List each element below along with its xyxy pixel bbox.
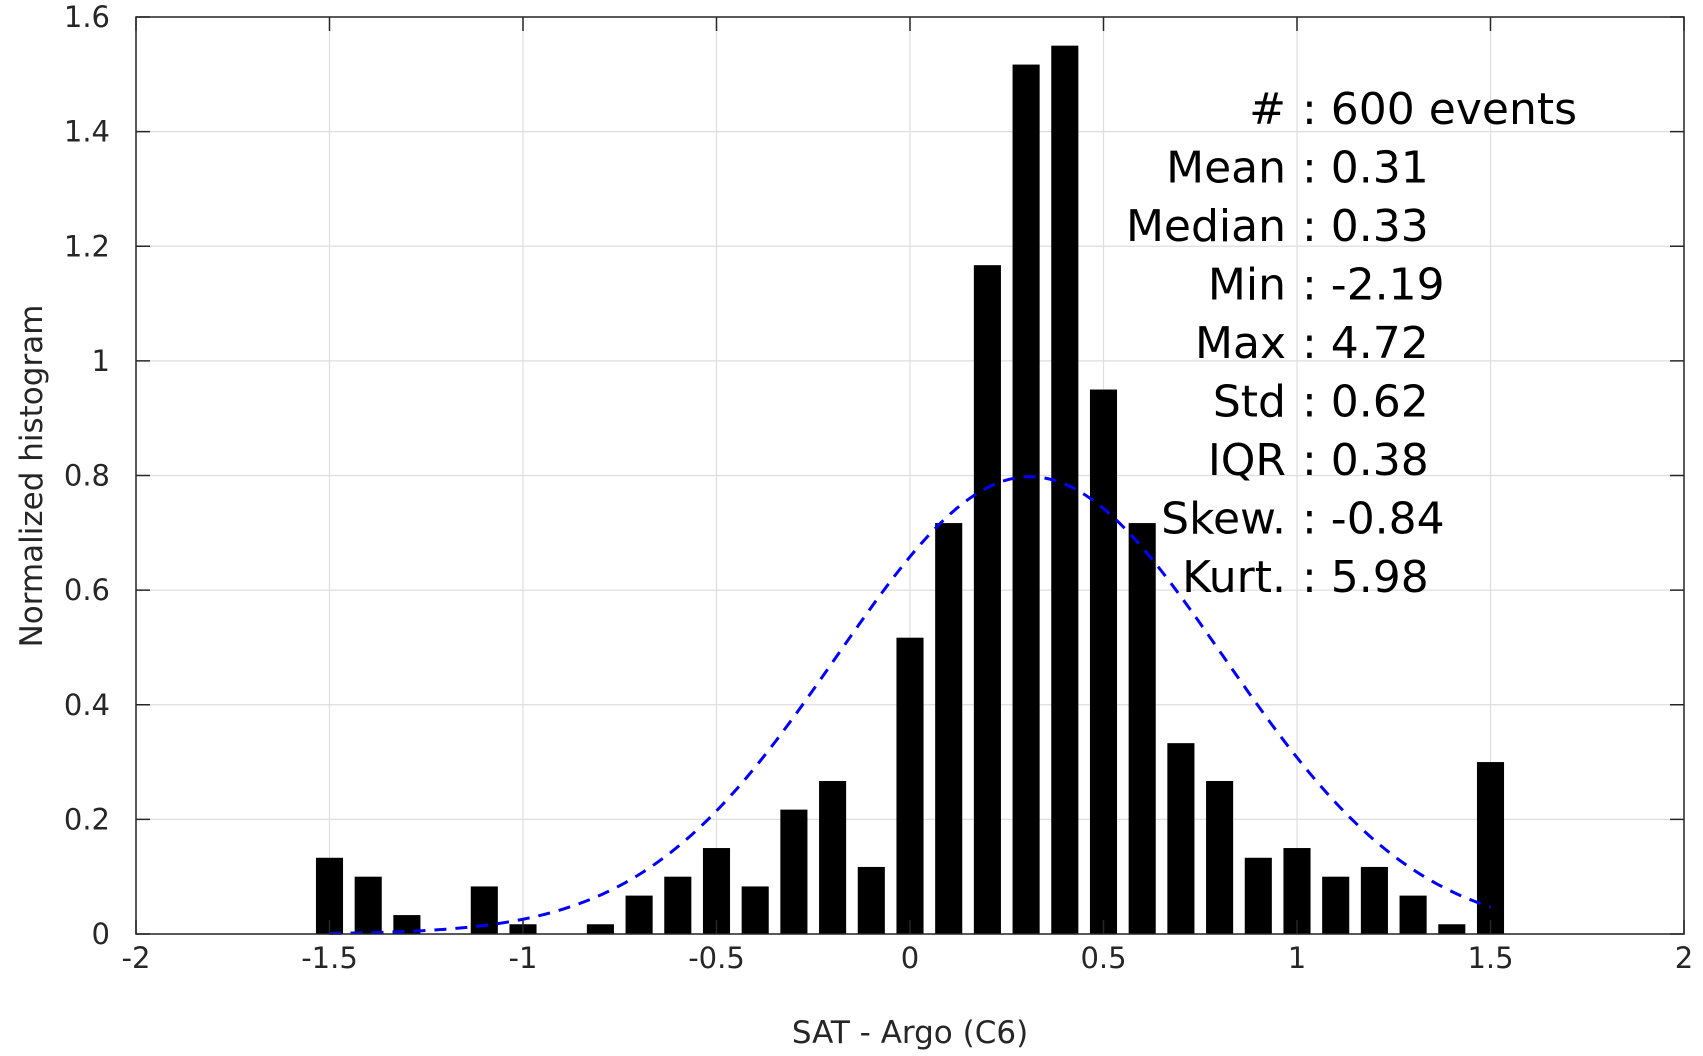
- histogram-bar: [1322, 876, 1350, 934]
- histogram-bar: [393, 915, 421, 934]
- y-tick-label: 0.4: [64, 688, 110, 722]
- histogram-bar: [935, 523, 963, 934]
- histogram-bar: [780, 809, 808, 934]
- axis-ticks: [135, 16, 1685, 935]
- histogram-bar: [819, 780, 847, 934]
- x-tick-label: -2: [122, 941, 151, 975]
- stat-label: Kurt.: [1182, 552, 1286, 603]
- stat-value: : 0.62: [1302, 377, 1429, 428]
- x-tick-label: 1.5: [1467, 941, 1513, 975]
- histogram-bar: [1206, 780, 1234, 934]
- histogram-bar: [896, 637, 924, 934]
- y-tick-label: 1.2: [64, 229, 110, 263]
- stat-value: : 0.31: [1302, 143, 1429, 194]
- y-tick-label: 0: [92, 917, 110, 951]
- histogram-bar: [857, 866, 885, 934]
- stat-label: Min: [1208, 260, 1286, 311]
- y-tick-label: 0.6: [64, 573, 110, 607]
- x-axis-title: SAT - Argo (C6): [792, 1015, 1028, 1051]
- histogram-bar: [1438, 924, 1466, 934]
- histogram-bar: [586, 924, 614, 934]
- x-tick-label: -1: [509, 941, 538, 975]
- histogram-bar: [625, 895, 653, 934]
- stat-value: : 600 events: [1302, 84, 1577, 135]
- x-tick-labels: -2 -1.5 -1 -0.5 0 0.5 1 1.5 2: [122, 941, 1694, 975]
- y-tick-label: 1.6: [64, 0, 110, 34]
- stat-label: Max: [1195, 318, 1286, 369]
- histogram-bar: [1167, 743, 1195, 934]
- normal-fit-line: [329, 475, 1491, 935]
- histogram-bar: [1476, 762, 1505, 934]
- x-tick-label: 2: [1675, 941, 1693, 975]
- y-tick-label: 1: [92, 344, 110, 378]
- y-axis-title: Normalized histogram: [14, 305, 50, 648]
- stat-label: Median: [1126, 201, 1286, 252]
- histogram-bar: [741, 886, 769, 934]
- histogram-bar: [1012, 64, 1040, 934]
- histogram-bar: [354, 876, 382, 934]
- stat-label: Skew.: [1161, 494, 1286, 545]
- x-tick-label: -0.5: [688, 941, 745, 975]
- stat-value: : 5.98: [1302, 552, 1429, 603]
- stat-value: : 0.38: [1302, 435, 1429, 486]
- stat-value: : 0.33: [1302, 201, 1429, 252]
- histogram-bar: [973, 265, 1001, 935]
- histogram-bar: [1244, 857, 1272, 934]
- stat-label: IQR: [1208, 435, 1286, 486]
- histogram-bar: [1283, 848, 1311, 934]
- stat-label: Std: [1213, 377, 1286, 428]
- histogram-bar: [664, 876, 692, 934]
- stats-box: # : 600 events Mean : 0.31 Median : 0.33 Min : …: [1126, 84, 1577, 603]
- histogram-bars: [315, 45, 1505, 935]
- y-tick-label: 0.8: [64, 459, 110, 493]
- histogram-bar: [1089, 389, 1118, 934]
- x-tick-label: 0.5: [1080, 941, 1126, 975]
- x-tick-label: -1.5: [301, 941, 358, 975]
- x-tick-label: 0: [901, 941, 919, 975]
- histogram-bar: [1128, 523, 1156, 934]
- normal-fit-curve: [329, 475, 1491, 935]
- stat-value: : -0.84: [1302, 494, 1445, 545]
- x-tick-label: 1: [1288, 941, 1306, 975]
- histogram-bar: [1399, 895, 1427, 934]
- stat-label: Mean: [1166, 143, 1286, 194]
- histogram-bar: [1360, 866, 1388, 934]
- y-tick-label: 1.4: [64, 115, 110, 149]
- stat-label: #: [1249, 84, 1286, 135]
- histogram-bar: [702, 848, 731, 934]
- y-tick-label: 0.2: [64, 802, 110, 836]
- y-tick-labels: 0 0.2 0.4 0.6 0.8 1 1.2 1.4 1.6: [64, 0, 110, 951]
- stat-value: : 4.72: [1302, 318, 1429, 369]
- stat-value: : -2.19: [1302, 260, 1445, 311]
